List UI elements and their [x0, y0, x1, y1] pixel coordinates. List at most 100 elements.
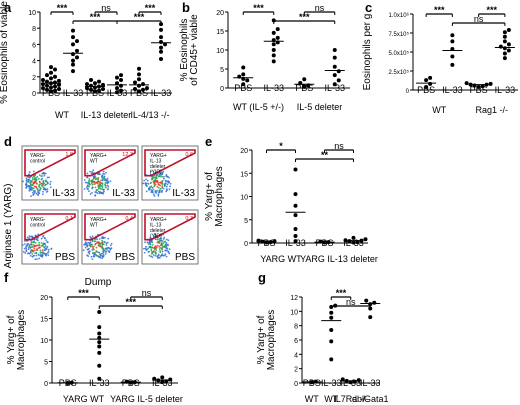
data-point	[302, 84, 307, 89]
flow-event	[145, 178, 148, 181]
flow-sample-tag: WT	[90, 223, 98, 229]
data-point	[93, 89, 97, 94]
flow-event	[153, 195, 156, 197]
flow-event	[35, 186, 38, 189]
x-tick-label: PBS	[86, 88, 104, 98]
x-tick-label: IL-33	[107, 88, 128, 98]
flow-event	[104, 252, 107, 255]
flow-event	[149, 242, 151, 245]
y-tick-label: 6	[32, 42, 36, 49]
flow-event	[44, 237, 46, 239]
significance-label: ***	[253, 3, 264, 13]
group-label: WT	[55, 110, 69, 120]
flow-sample-tag: deleter	[150, 164, 166, 170]
data-point	[293, 167, 298, 172]
panel-label: d	[4, 134, 12, 149]
flow-event	[153, 185, 156, 188]
flow-event	[150, 185, 153, 188]
flow-event	[90, 237, 92, 239]
flow-event	[159, 187, 162, 190]
flow-event	[38, 192, 41, 195]
y-tick-label: 8	[294, 324, 298, 331]
flow-event	[150, 249, 153, 251]
flow-event	[86, 172, 89, 175]
flow-event	[31, 187, 34, 190]
flow-event	[152, 254, 155, 256]
flow-event	[160, 240, 163, 242]
data-point	[159, 35, 163, 40]
flow-plot: 12.3 YARG+WT IL-33	[81, 145, 139, 201]
flow-event	[47, 248, 50, 251]
flow-event	[105, 248, 108, 251]
x-tick-label: IL-33	[152, 378, 173, 388]
flow-event	[93, 240, 96, 243]
group-label: YARG IL-5 deleter	[110, 394, 183, 404]
y-tick-label: 15	[40, 317, 48, 324]
y-tick-label: 15	[216, 29, 224, 36]
data-point	[71, 35, 75, 40]
panel-b: b 0 5 10 15 20 % Eosinophils of CD45+ viable PBS…	[179, 0, 350, 112]
flow-event	[148, 250, 150, 253]
significance-label: ns	[334, 141, 344, 151]
flow-event	[38, 243, 41, 246]
y-tick-label: 15	[240, 171, 248, 178]
flow-event	[100, 184, 103, 187]
flow-event	[149, 170, 152, 173]
flow-event	[104, 185, 107, 187]
flow-event	[159, 251, 162, 254]
data-point	[450, 46, 455, 51]
flow-event	[40, 237, 43, 240]
flow-event	[103, 236, 106, 239]
flow-event	[45, 248, 48, 250]
flow-event	[103, 241, 106, 244]
data-point	[241, 82, 246, 87]
gate-percent: 0.4	[125, 216, 133, 222]
y-tick-label: 0	[244, 241, 248, 248]
flow-event	[155, 246, 158, 249]
flow-event	[147, 247, 150, 250]
flow-event	[107, 246, 110, 249]
data-point	[275, 35, 280, 40]
y-axis-label: Macrophages	[266, 310, 277, 371]
data-point	[97, 376, 102, 381]
flow-y-label: Arginase 1 (YARG)	[3, 184, 14, 269]
flow-event	[43, 174, 46, 177]
x-tick-label: PBS	[295, 83, 313, 93]
group-label: IL-4/13 -/-	[130, 110, 169, 120]
flow-event	[92, 248, 95, 251]
x-tick-label: PBS	[303, 378, 321, 388]
data-point	[115, 86, 119, 91]
flow-event	[146, 241, 149, 244]
flow-event	[32, 243, 35, 246]
flow-event	[46, 241, 49, 244]
y-tick-label: 0	[294, 381, 298, 388]
data-point	[159, 56, 163, 61]
data-point	[245, 78, 250, 83]
data-point	[101, 82, 105, 87]
flow-event	[92, 175, 95, 178]
flow-event	[97, 178, 99, 180]
y-tick-label: 20	[216, 10, 224, 17]
flow-event	[107, 186, 110, 188]
flow-event	[36, 188, 39, 191]
flow-event	[148, 186, 151, 188]
flow-event	[34, 244, 36, 247]
data-point	[53, 67, 57, 72]
flow-event	[146, 179, 149, 182]
flow-event	[156, 181, 158, 183]
flow-event	[101, 255, 104, 258]
flow-event	[41, 256, 44, 258]
flow-x-label: Dump	[85, 277, 112, 288]
data-point	[506, 48, 511, 53]
flow-event	[33, 190, 36, 192]
flow-event	[21, 244, 24, 246]
flow-event	[108, 251, 111, 254]
data-point	[271, 42, 276, 47]
flow-event	[89, 245, 92, 248]
flow-event	[87, 241, 90, 244]
flow-event	[37, 236, 40, 239]
